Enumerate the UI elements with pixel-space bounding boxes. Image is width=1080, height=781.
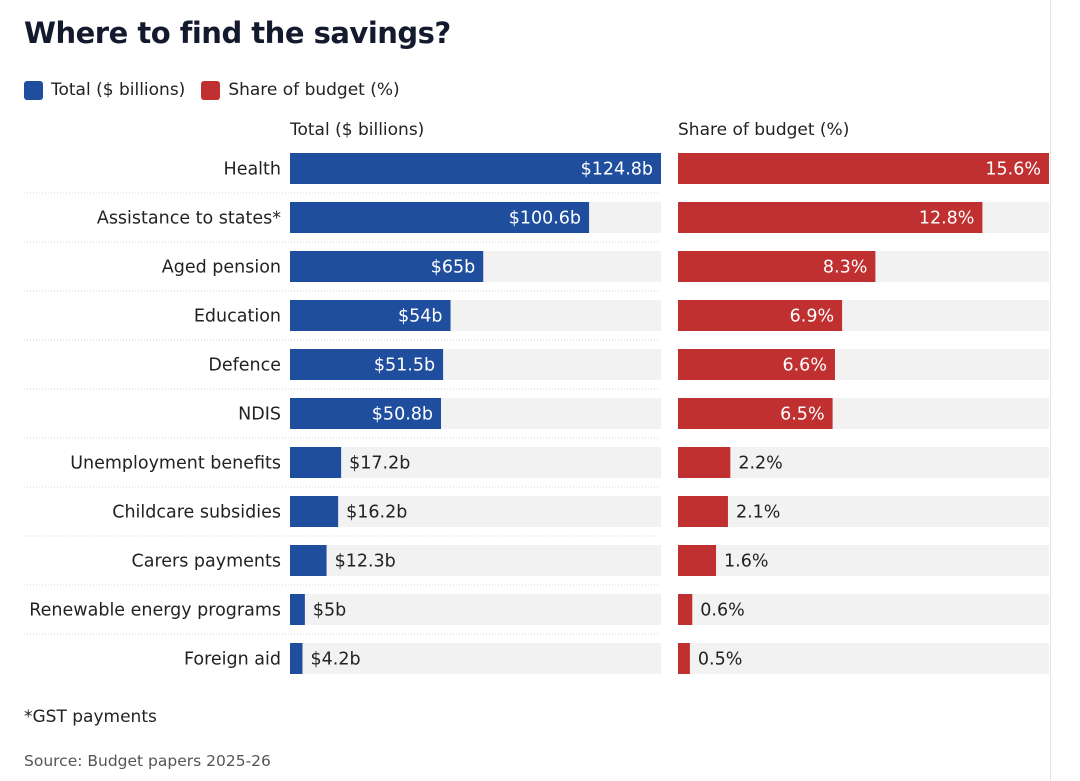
share-value-label: 12.8% bbox=[919, 209, 975, 229]
legend-swatch-total bbox=[24, 80, 43, 100]
share-track bbox=[678, 447, 1049, 478]
total-track bbox=[290, 496, 661, 527]
share-bar bbox=[678, 398, 833, 429]
footnote: *GST payments bbox=[24, 707, 157, 727]
category-label: Childcare subsidies bbox=[112, 503, 281, 523]
total-value-label: $50.8b bbox=[372, 405, 433, 425]
share-bar bbox=[678, 545, 717, 576]
total-bar bbox=[290, 349, 444, 380]
total-bar bbox=[290, 251, 484, 282]
share-bar bbox=[678, 496, 728, 527]
share-value-label: 0.5% bbox=[698, 650, 742, 670]
total-bar bbox=[290, 300, 451, 331]
total-value-label: $17.2b bbox=[349, 454, 410, 474]
share-bar bbox=[678, 153, 1049, 184]
total-track bbox=[290, 643, 661, 674]
total-value-label: $54b bbox=[398, 307, 443, 327]
share-panel-heading: Share of budget (%) bbox=[678, 120, 850, 140]
share-track bbox=[678, 643, 1049, 674]
category-label: NDIS bbox=[238, 405, 281, 425]
total-bar bbox=[290, 398, 442, 429]
category-label: Assistance to states* bbox=[97, 209, 281, 229]
total-track bbox=[290, 447, 661, 478]
category-label: Unemployment benefits bbox=[70, 454, 281, 474]
legend-item-total: Total ($ billions) bbox=[24, 80, 185, 100]
share-bar bbox=[678, 594, 693, 625]
category-label: Education bbox=[194, 307, 281, 327]
share-bar bbox=[678, 643, 690, 674]
category-label: Renewable energy programs bbox=[29, 601, 281, 621]
share-value-label: 2.1% bbox=[736, 503, 780, 523]
total-bar bbox=[290, 153, 661, 184]
category-label: Defence bbox=[208, 356, 281, 376]
total-value-label: $5b bbox=[313, 601, 346, 621]
source-note: Source: Budget papers 2025-26 bbox=[24, 752, 271, 770]
legend-label-total: Total ($ billions) bbox=[51, 80, 186, 100]
total-bar bbox=[290, 594, 305, 625]
legend: Total ($ billions) Share of budget (%) bbox=[24, 78, 416, 102]
total-bar bbox=[290, 496, 339, 527]
total-value-label: $16.2b bbox=[346, 503, 407, 523]
share-track bbox=[678, 496, 1049, 527]
total-track bbox=[290, 545, 661, 576]
share-bar bbox=[678, 202, 983, 233]
total-panel-heading: Total ($ billions) bbox=[290, 120, 425, 140]
total-value-label: $100.6b bbox=[509, 209, 581, 229]
bar-chart: Health $124.8b 15.6% Assistance to states* $… bbox=[24, 153, 1049, 674]
legend-item-share: Share of budget (%) bbox=[201, 80, 400, 100]
share-value-label: 8.3% bbox=[823, 258, 867, 278]
category-label: Carers payments bbox=[132, 552, 281, 572]
chart-frame bbox=[1050, 0, 1051, 781]
share-track bbox=[678, 545, 1049, 576]
category-label: Aged pension bbox=[162, 258, 281, 278]
total-value-label: $51.5b bbox=[374, 356, 435, 376]
share-value-label: 0.6% bbox=[700, 601, 744, 621]
share-bar bbox=[678, 349, 835, 380]
total-bar bbox=[290, 202, 590, 233]
total-bar bbox=[290, 643, 303, 674]
total-value-label: $124.8b bbox=[581, 160, 653, 180]
legend-label-share: Share of budget (%) bbox=[228, 80, 400, 100]
share-bar bbox=[678, 300, 843, 331]
category-label: Health bbox=[224, 160, 281, 180]
total-value-label: $65b bbox=[431, 258, 476, 278]
share-bar bbox=[678, 251, 876, 282]
total-value-label: $4.2b bbox=[310, 650, 360, 670]
share-value-label: 1.6% bbox=[724, 552, 768, 572]
share-value-label: 15.6% bbox=[985, 160, 1041, 180]
chart-title: Where to find the savings? bbox=[24, 16, 451, 50]
total-track bbox=[290, 594, 661, 625]
share-value-label: 6.9% bbox=[790, 307, 834, 327]
share-value-label: 6.5% bbox=[780, 405, 824, 425]
share-value-label: 6.6% bbox=[782, 356, 826, 376]
total-bar bbox=[290, 447, 342, 478]
category-label: Foreign aid bbox=[184, 650, 281, 670]
legend-swatch-share bbox=[201, 80, 221, 100]
share-bar bbox=[678, 447, 731, 478]
share-track bbox=[678, 594, 1049, 625]
total-value-label: $12.3b bbox=[335, 552, 396, 572]
share-value-label: 2.2% bbox=[738, 454, 782, 474]
total-bar bbox=[290, 545, 327, 576]
